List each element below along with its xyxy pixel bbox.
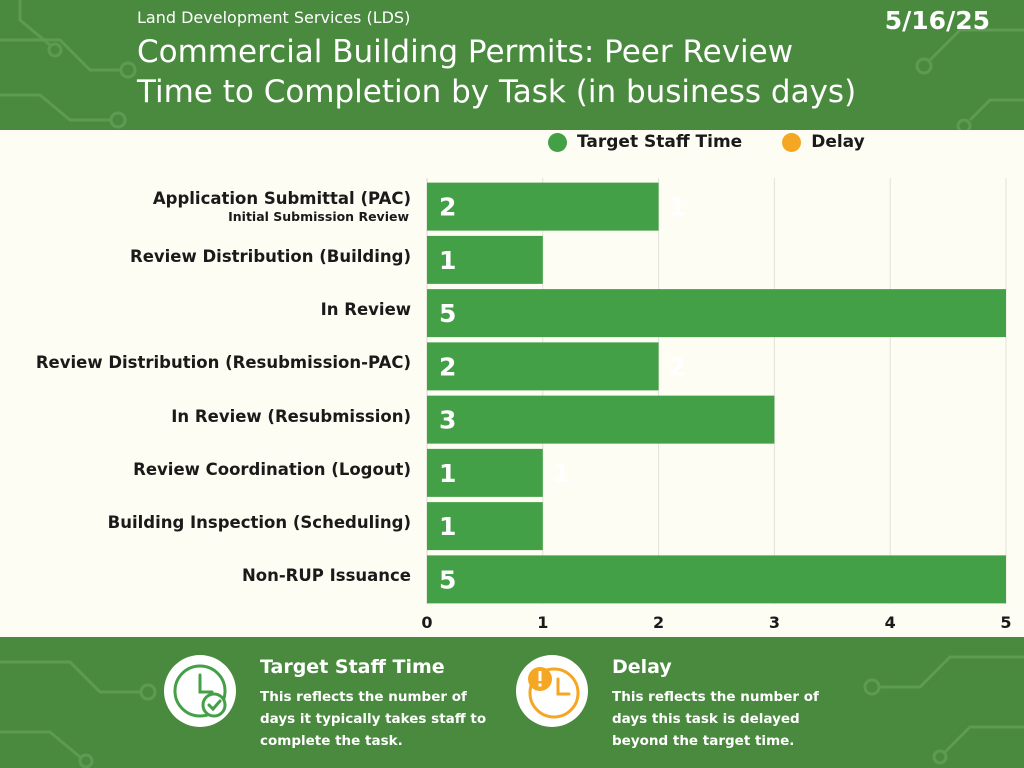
x-tick-label: 1: [537, 613, 548, 632]
footer-target-title: Target Staff Time: [260, 656, 445, 678]
x-tick-label: 2: [653, 613, 664, 632]
legend-dot-target: [548, 132, 567, 152]
clock-check-icon: [164, 655, 236, 727]
legend-dot-delay: [782, 132, 802, 152]
clock-alert-icon: [516, 655, 588, 727]
bar-target: [427, 182, 659, 231]
bar-target: [427, 448, 543, 497]
page-title: Commercial Building Permits: Peer Review…: [137, 32, 997, 112]
category-label: Non-RUP Issuance: [241, 566, 411, 586]
bar-value-label: 1: [439, 459, 456, 488]
circuit-pattern-decoration: [0, 655, 1024, 768]
footer-delay-title: Delay: [612, 656, 672, 678]
bar-target: [427, 502, 543, 551]
header-banner: Land Development Services (LDS) 5/16/25 …: [0, 0, 1024, 130]
footer-target-desc: This reflects the number of days it typi…: [260, 689, 487, 749]
legend-label-target: Target Staff Time: [577, 132, 743, 152]
category-label: In Review (Resubmission): [171, 406, 411, 426]
bar-target: [427, 395, 775, 444]
bar-value-label: 2: [439, 352, 456, 381]
category-label: Application Submittal (PAC): [152, 188, 411, 208]
legend-label-delay: Delay: [811, 132, 865, 152]
bar-target: [427, 235, 543, 284]
bar-value-label: 5: [439, 299, 456, 328]
category-label: In Review: [320, 300, 411, 320]
bar-value-label: 1: [439, 512, 456, 541]
category-label: Review Distribution (Resubmission-PAC): [35, 353, 411, 373]
category-label: Building Inspection (Scheduling): [107, 513, 411, 533]
legend-item-target: Target Staff Time: [548, 132, 742, 152]
circuit-pattern-decoration: [0, 0, 1024, 130]
delay-value-label: 2: [669, 352, 686, 381]
delay-value-label: 1: [669, 193, 686, 222]
category-label: Review Distribution (Building): [129, 246, 411, 266]
title-line-1: Commercial Building Permits: Peer Review: [137, 34, 794, 70]
x-tick-label: 5: [1000, 613, 1011, 632]
x-tick-label: 3: [769, 613, 780, 632]
x-tick-label: 0: [421, 613, 432, 632]
bar-target: [427, 289, 1006, 338]
bar-value-label: 1: [439, 246, 456, 275]
category-label: Review Coordination (Logout): [133, 459, 411, 479]
organization-name: Land Development Services (LDS): [137, 8, 411, 27]
category-sublabel: Initial Submission Review: [228, 208, 409, 224]
report-date: 5/16/25: [884, 6, 990, 35]
bar-value-label: 3: [439, 406, 456, 435]
bar-target: [427, 342, 659, 391]
title-line-2: Time to Completion by Task (in business …: [137, 74, 857, 110]
delay-value-label: 1: [553, 459, 570, 488]
bar-target: [427, 555, 1006, 604]
bar-value-label: 5: [439, 565, 456, 594]
x-tick-label: 4: [885, 613, 896, 632]
footer-delay-desc: This reflects the number of days this ta…: [612, 689, 819, 749]
footer-banner: [0, 637, 1024, 768]
bar-value-label: 2: [439, 193, 456, 222]
legend-item-delay: Delay: [782, 132, 865, 152]
chart-legend: Target Staff Time Delay: [548, 130, 905, 154]
